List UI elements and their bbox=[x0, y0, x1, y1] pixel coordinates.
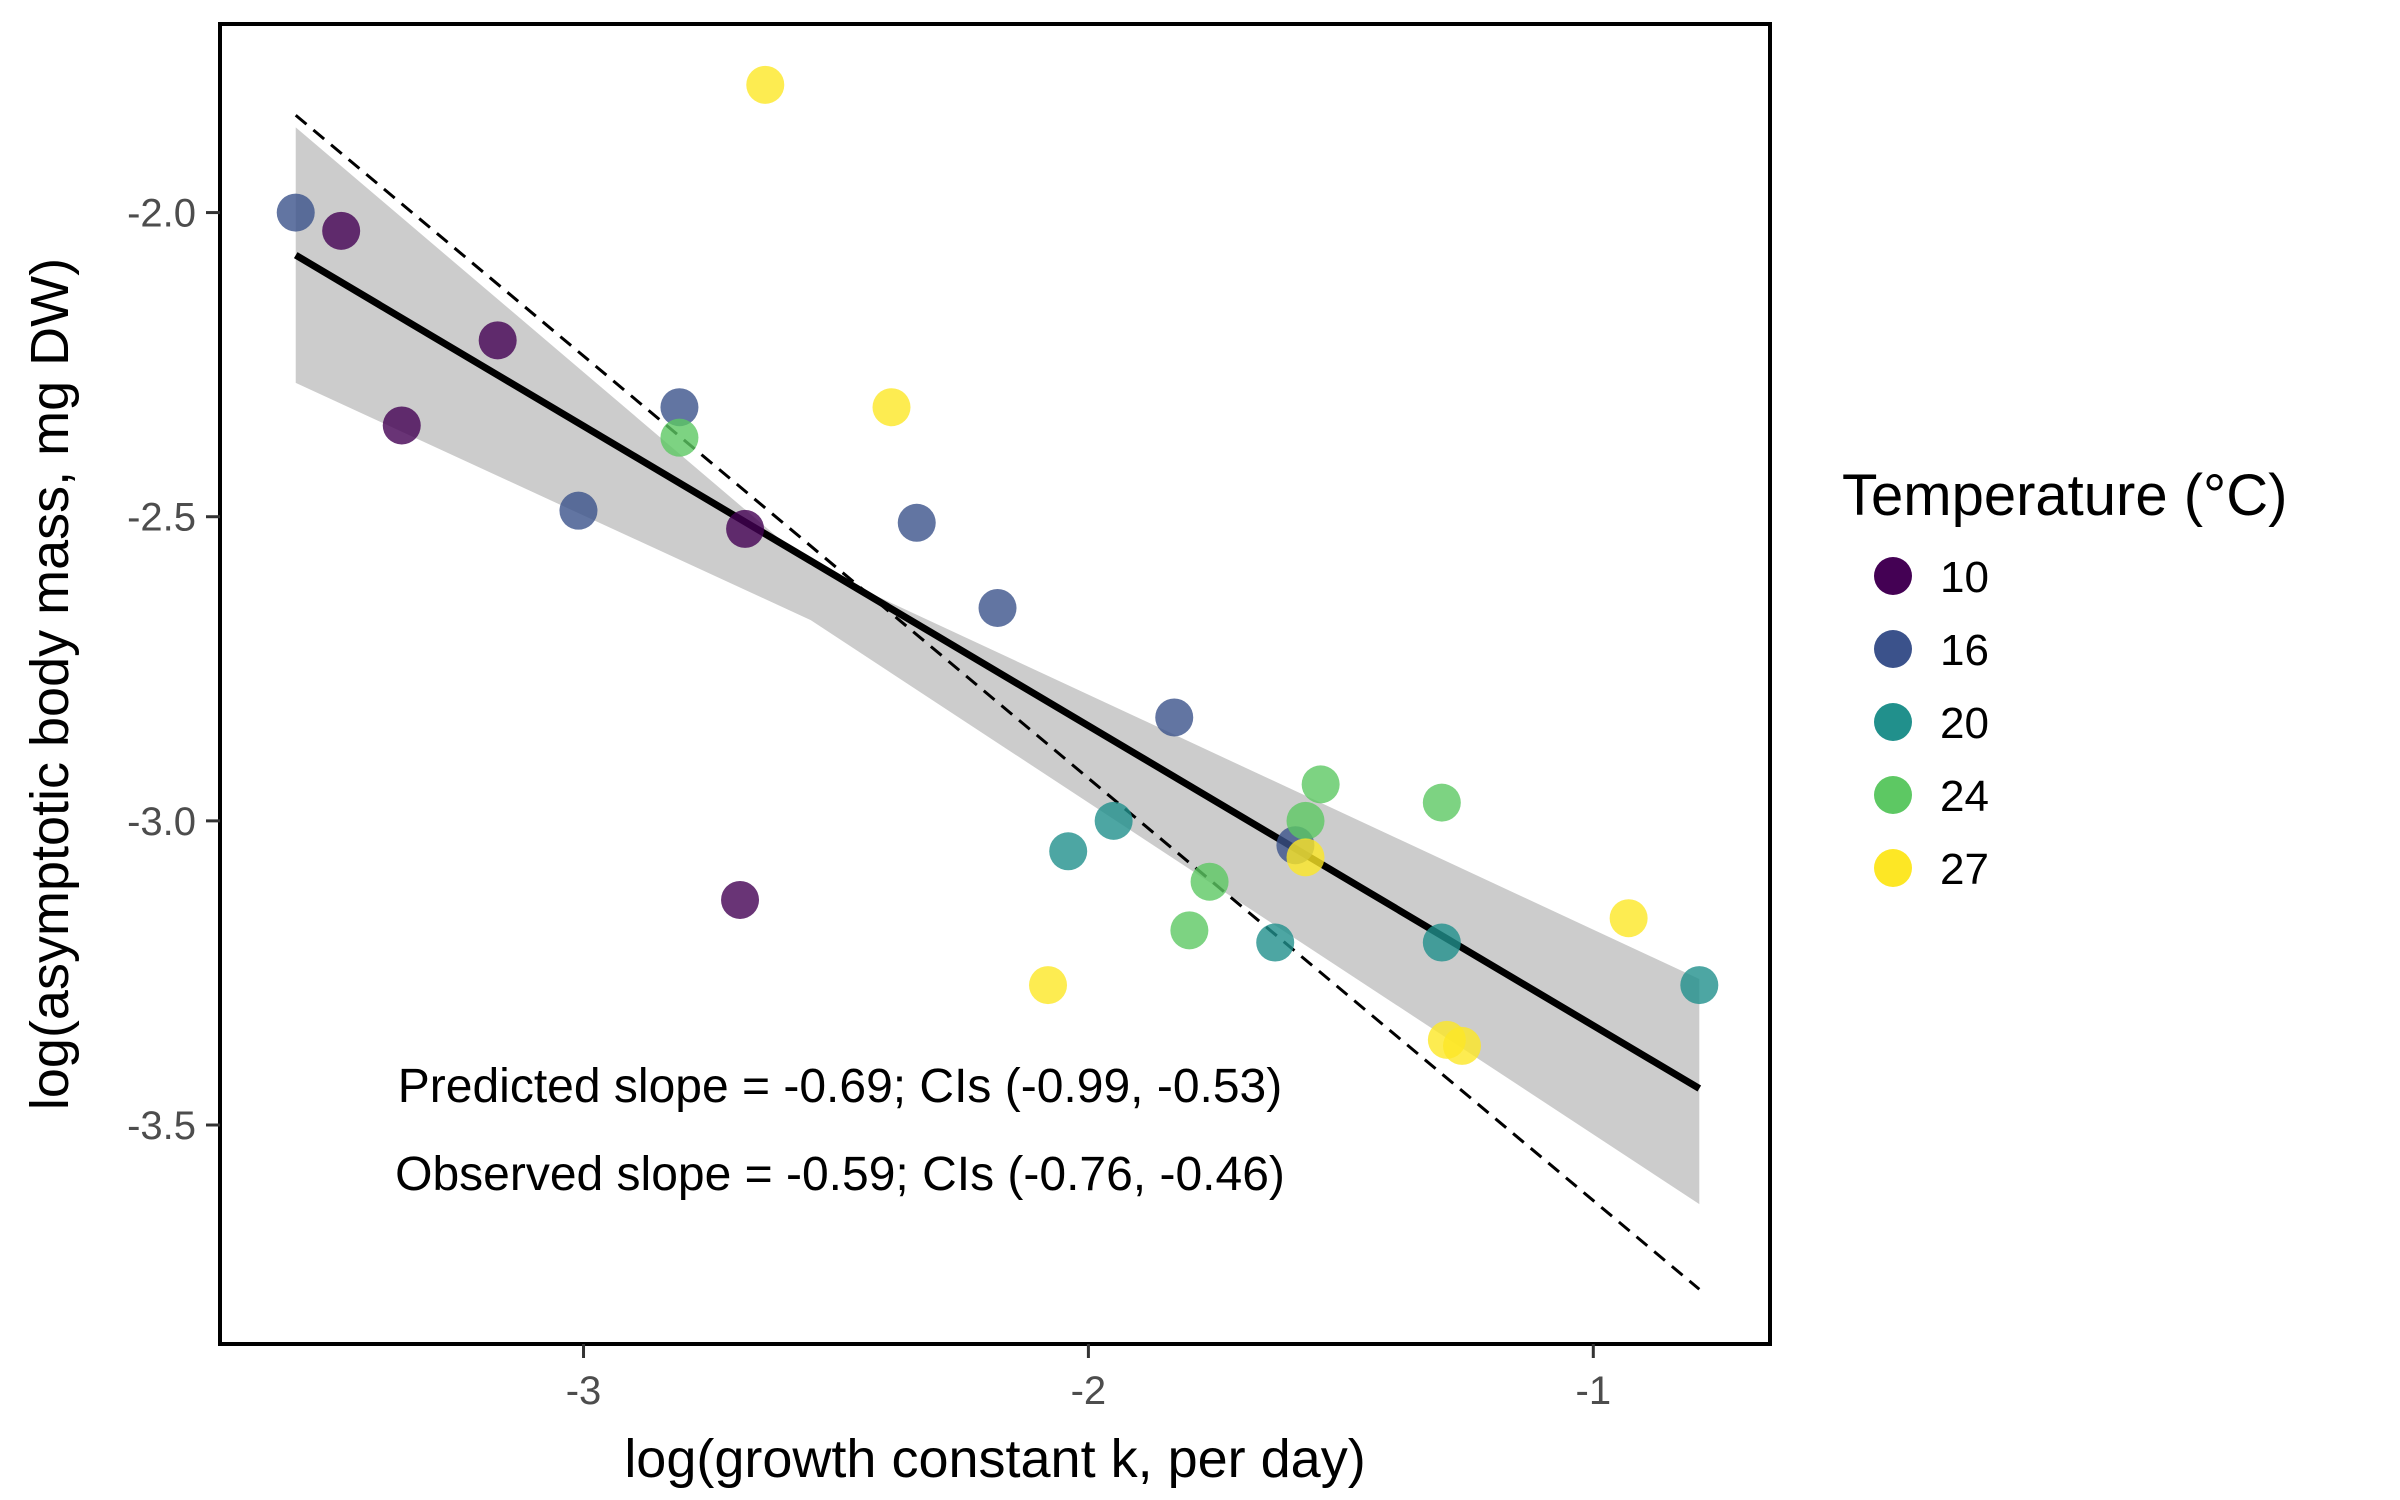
y-tick-label: -3.5 bbox=[127, 1104, 196, 1148]
data-point-temp-24 bbox=[1301, 765, 1340, 804]
y-tick-label: -2.0 bbox=[127, 192, 196, 236]
data-point-temp-20 bbox=[1049, 832, 1088, 871]
legend-swatch-27 bbox=[1874, 849, 1912, 887]
data-point-temp-24 bbox=[1190, 862, 1229, 901]
data-point-temp-16 bbox=[559, 491, 598, 530]
legend-swatch-10 bbox=[1874, 557, 1912, 595]
confidence-band bbox=[295, 127, 1700, 1205]
fitted-regression-line bbox=[293, 252, 1702, 1092]
data-point-temp-24 bbox=[1170, 911, 1209, 950]
data-point-temp-24 bbox=[660, 418, 699, 457]
legend-label-24: 24 bbox=[1940, 772, 1989, 821]
data-point-temp-20 bbox=[1094, 801, 1133, 840]
y-axis-title: log(asymptotic body mass, mg DW) bbox=[20, 258, 80, 1110]
x-tick-label: -1 bbox=[1576, 1369, 1612, 1413]
legend-swatch-20 bbox=[1874, 703, 1912, 741]
data-point-temp-27 bbox=[1609, 899, 1648, 938]
data-point-temp-16 bbox=[660, 388, 699, 427]
data-point-temp-20 bbox=[1256, 923, 1295, 962]
data-point-temp-27 bbox=[1286, 838, 1325, 877]
predicted-slope-annotation: Predicted slope = -0.69; CIs (-0.99, -0.… bbox=[398, 1060, 1282, 1113]
data-point-temp-27 bbox=[1029, 966, 1068, 1005]
x-tick-label: -3 bbox=[566, 1369, 602, 1413]
data-point-temp-20 bbox=[1422, 923, 1461, 962]
legend-swatch-24 bbox=[1874, 776, 1912, 814]
legend-label-16: 16 bbox=[1940, 626, 1989, 675]
legend-label-20: 20 bbox=[1940, 699, 1989, 748]
observed-slope-annotation: Observed slope = -0.59; CIs (-0.76, -0.4… bbox=[395, 1148, 1285, 1201]
data-point-temp-27 bbox=[872, 388, 911, 427]
data-point-temp-16 bbox=[978, 588, 1017, 627]
y-tick-label: -2.5 bbox=[127, 496, 196, 540]
plot-panel-border bbox=[218, 22, 1772, 1346]
y-tick-label: -3.0 bbox=[127, 800, 196, 844]
data-point-temp-27 bbox=[746, 65, 785, 104]
data-point-temp-10 bbox=[322, 211, 361, 250]
legend-title: Temperature (°C) bbox=[1842, 463, 2287, 528]
legend-label-27: 27 bbox=[1940, 845, 1989, 894]
data-point-temp-24 bbox=[1286, 801, 1325, 840]
data-point-temp-10 bbox=[726, 509, 765, 548]
data-point-temp-10 bbox=[478, 321, 517, 360]
data-point-temp-27 bbox=[1443, 1026, 1482, 1065]
data-point-temp-16 bbox=[897, 503, 936, 542]
legend-label-10: 10 bbox=[1940, 553, 1989, 602]
data-point-temp-24 bbox=[1422, 783, 1461, 822]
data-point-temp-10 bbox=[721, 880, 760, 919]
data-point-temp-16 bbox=[1155, 698, 1194, 737]
x-axis-title: log(growth constant k, per day) bbox=[624, 1429, 1365, 1489]
data-point-temp-20 bbox=[1680, 966, 1719, 1005]
reference-slope-line bbox=[294, 114, 1701, 1291]
data-point-temp-16 bbox=[276, 193, 315, 232]
legend-swatch-16 bbox=[1874, 630, 1912, 668]
data-point-temp-10 bbox=[382, 406, 421, 445]
x-tick-label: -2 bbox=[1071, 1369, 1107, 1413]
